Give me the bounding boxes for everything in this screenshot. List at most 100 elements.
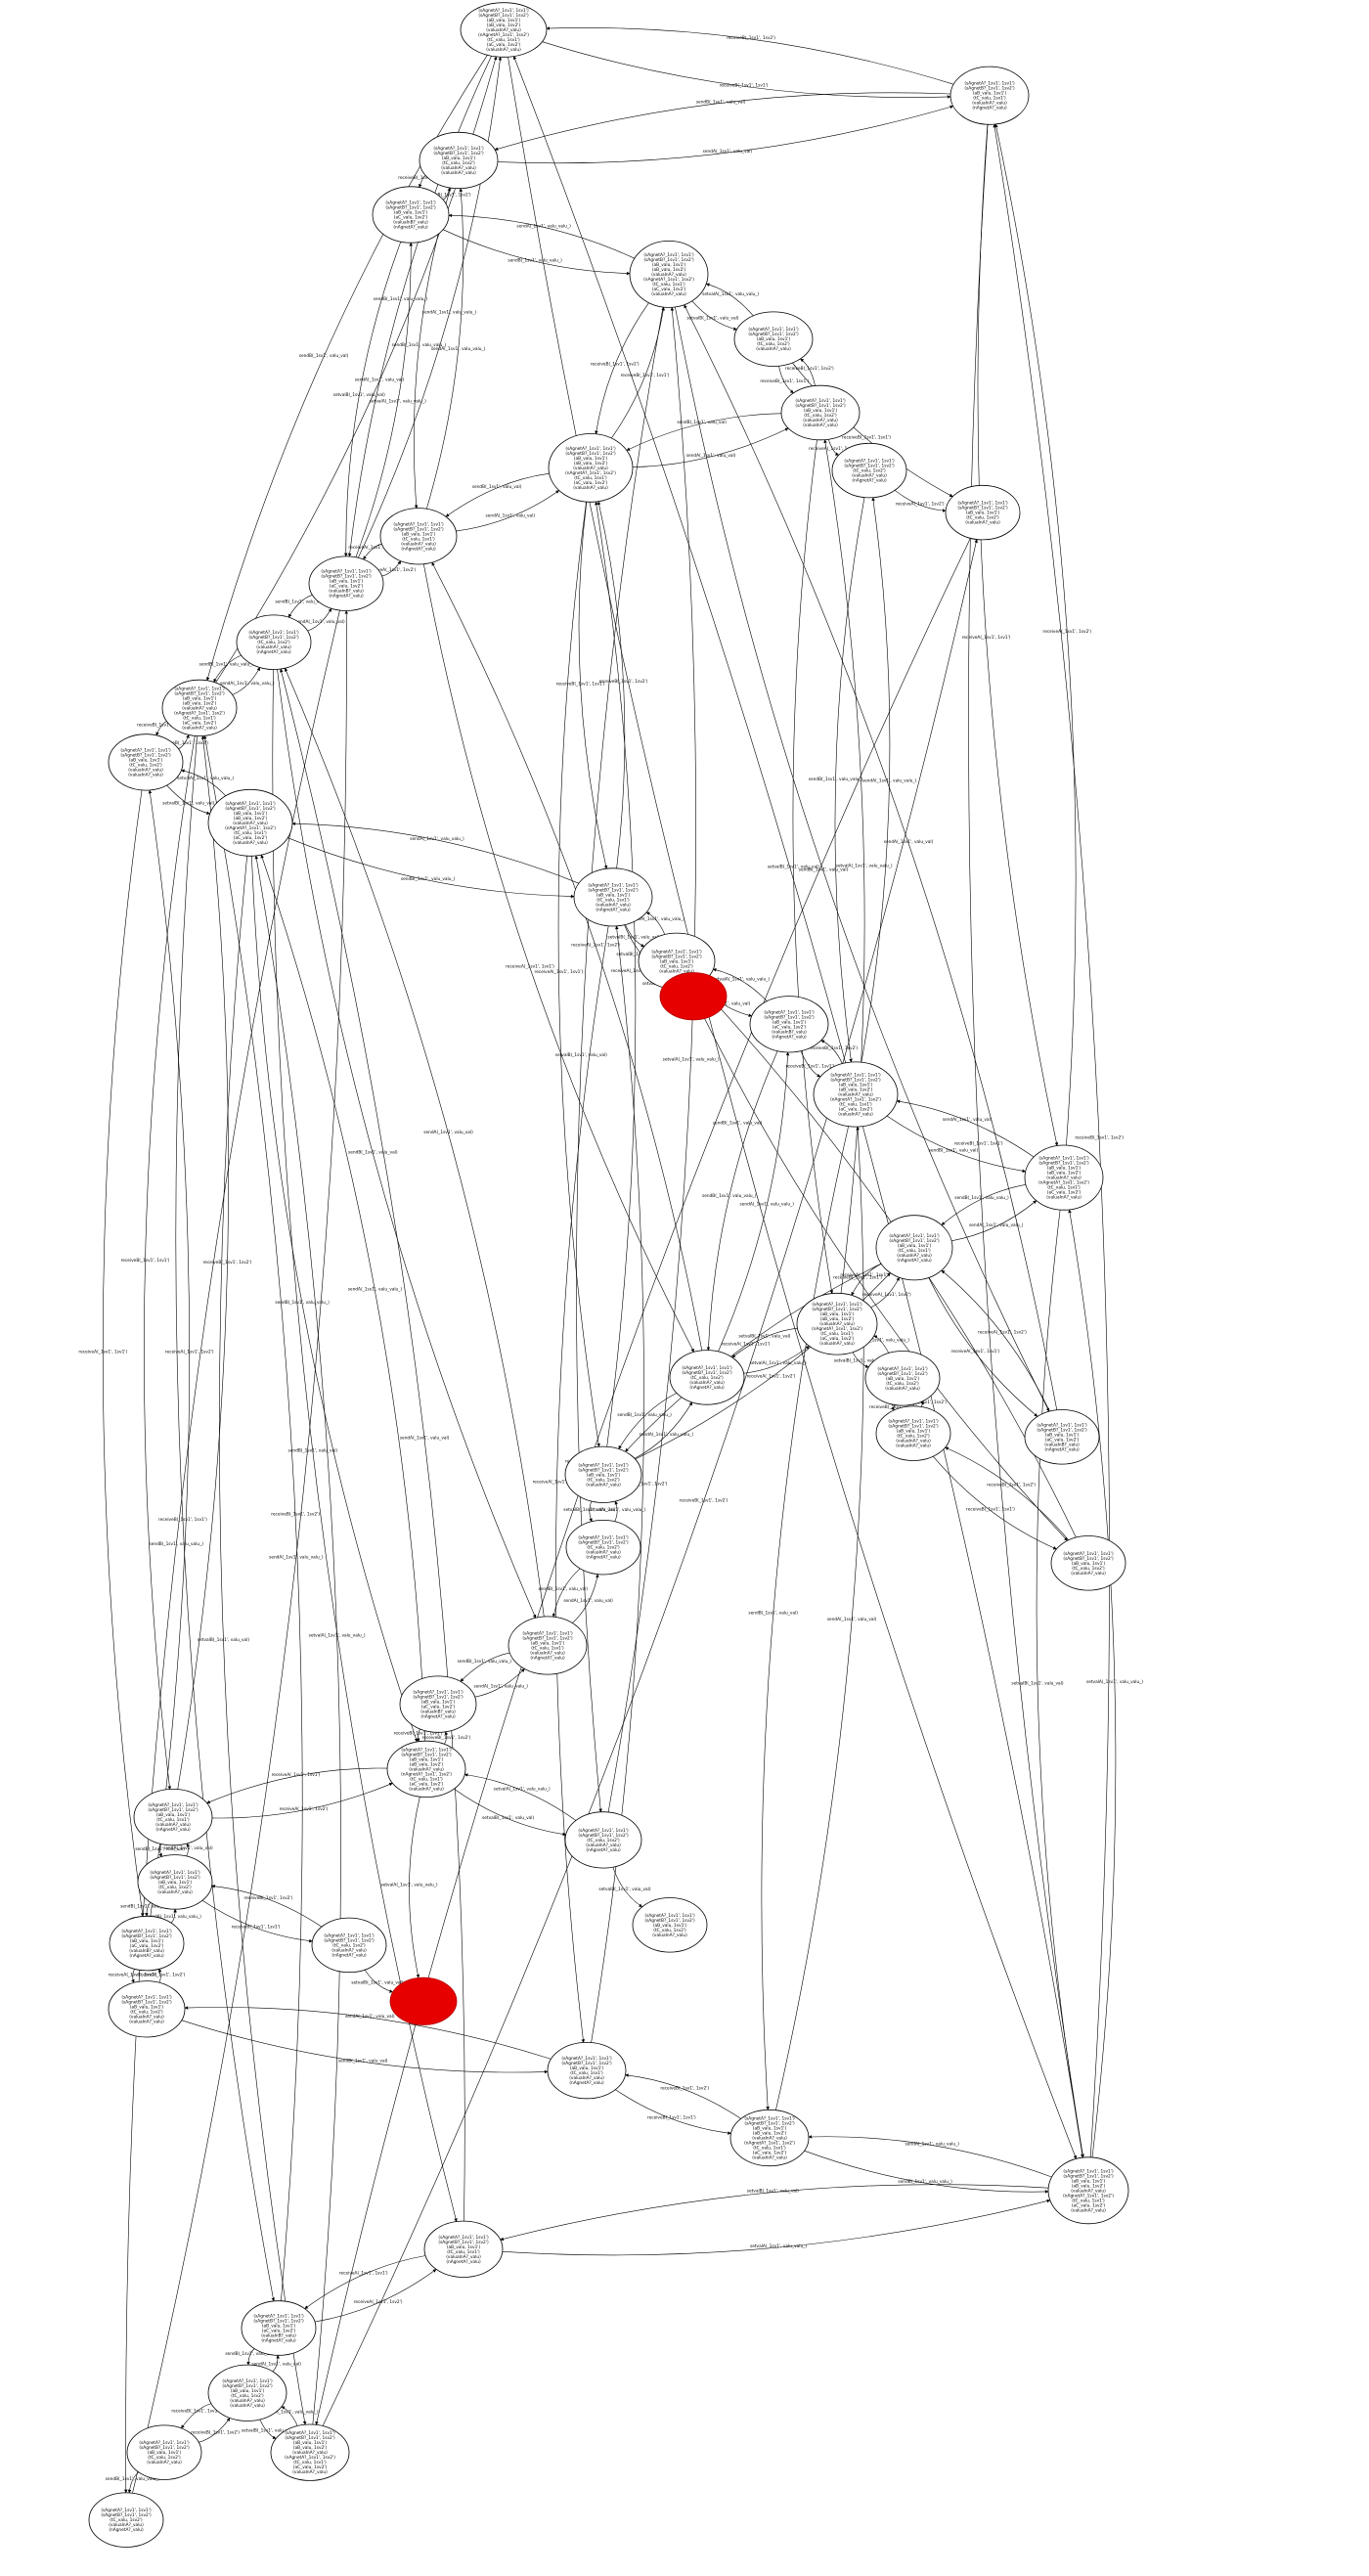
state-text-line: (aC_valu, 1sv2'): [574, 480, 608, 486]
state-text-line: (aB_valu, 1sv2'): [820, 1316, 855, 1322]
transition-edge: [181, 2020, 549, 2074]
state-text-line: (aC_valu, 1sv2'): [421, 1705, 456, 1710]
state-text-line: (valuaInA?_valu): [596, 902, 631, 908]
state-node: (sAgnetA?_1sv1', 1sv1')(sAgnetB?_1sv1', …: [460, 2, 548, 58]
transition-label: sendB(_1sv1', valu_valu_): [149, 1541, 203, 1547]
transition-label: receiveA(_1sv1', 1sv2'): [280, 1806, 329, 1812]
state-text-line: (tC_valu, 1sv1'): [447, 2249, 480, 2255]
state-node: (sAgnetA?_1sv1', 1sv1')(sAgnetB?_1sv1', …: [399, 1675, 477, 1733]
state-text-line: (sAgnetB?_1sv1', 1sv2'): [795, 403, 846, 409]
state-text-line: (valuaInA?_valu): [897, 1253, 932, 1259]
state-text-line: (sAgnetB?_1sv1', 1sv2'): [888, 1424, 939, 1430]
state-text-line: (sAgnetA?_1sv1', 1sv1'): [830, 1073, 881, 1079]
state-node: (sAgnetA?_1sv1', 1sv1')(sAgnetB?_1sv1', …: [629, 240, 709, 308]
state-text-line: (sAgnetB?_1sv1', 1sv2'): [248, 635, 299, 641]
transition-edge: [409, 1797, 420, 1978]
state-text-line: (aB_valu, 1sv2'): [487, 22, 521, 28]
transition-edge: [615, 2089, 731, 2135]
state-text-line: (valuaInB?_valu): [393, 220, 428, 226]
state-text-line: (valuaInA?_valu): [752, 2136, 787, 2142]
highlighted-state-ellipse: [389, 1976, 458, 2025]
transition-label: receiveB(_1sv1', 1sv1'): [398, 175, 447, 181]
state-text-line: (sAgnetB?_1sv1', 1sv2'): [433, 151, 484, 156]
transition-label: receiveB(_1sv1', 1sv1'): [232, 1924, 281, 1930]
state-text-line: (valuaInA?_valu): [803, 418, 838, 423]
state-text-line: (sAgnetB?_1sv1', 1sv2'): [877, 1371, 928, 1377]
transition-edge: [184, 2006, 552, 2060]
state-text-line: (sAgnetB?_1sv1', 1sv2'): [121, 1999, 172, 2005]
state-text-line: (aB_valu, 1sv1'): [574, 456, 608, 462]
state-text-line: (valuaInB?_valu): [420, 1710, 456, 1715]
state-ellipse: [547, 2042, 627, 2100]
state-text-line: (valuaInA?_valu): [803, 422, 838, 428]
transition-label: sendA(_1sv1', valu_val): [486, 513, 536, 519]
state-text-line: (valuaInA?_valu): [1071, 1571, 1106, 1577]
transition-edge: [211, 1884, 323, 1928]
transition-edge: [500, 2184, 1049, 2242]
state-ellipse: [831, 442, 907, 499]
state-text-line: (sAgnetB?_1sv1', 1sv2'): [830, 1078, 881, 1084]
state-text-line: (tC_valu, 1sv1'): [574, 475, 607, 481]
transition-label: sendB(_1sv1', valu_valu_): [392, 342, 447, 348]
transition-label: sendB(_1sv1', valu_valu_): [401, 876, 456, 882]
transition-label: sendA(_1sv1', valu_valu_): [220, 681, 275, 687]
transition-edge: [591, 925, 644, 2043]
state-text-line: (valuaInA?_valu): [885, 1386, 920, 1392]
transition-edge: [625, 2073, 741, 2119]
state-text-line: (sAgnetB?_1sv1', 1sv2'): [321, 574, 372, 580]
transition-label: setvalB(_1sv1', valu_val): [482, 1815, 534, 1821]
transition-edge: [508, 57, 1078, 2159]
state-text-line: (aB_valu, 1sv2'): [753, 2131, 787, 2137]
transition-edge: [416, 1728, 421, 1743]
transition-label: receiveA(_1sv1', 1sv2'): [896, 501, 945, 507]
transition-edge: [851, 1264, 882, 1296]
transition-edge: [595, 302, 649, 435]
transition-label: setvalB(_1sv1', valu_val): [834, 1358, 886, 1364]
state-text-line: (valuaInA?_valu): [756, 346, 791, 352]
transition-edge: [706, 1050, 778, 1351]
state-text-line: (valuaInA?_valu): [586, 1843, 621, 1848]
state-text-line: (nAgnetA?_valu): [329, 594, 364, 600]
transition-label: receiveB(_1sv1', 1sv2'): [680, 1498, 729, 1504]
state-text-line: (aB_valu, 1sv1'): [234, 811, 268, 817]
state-text-line: (sAgnetB?_1sv1', 1sv2'): [324, 1937, 375, 1943]
state-text-line: (aC_valu, 1sv2'): [394, 215, 428, 221]
transition-edge: [131, 1969, 135, 1983]
state-text-line: (tC_valu, 1sv2'): [690, 1375, 724, 1381]
state-text-line: (nAgnetA?_valu): [109, 2527, 144, 2533]
transition-edge: [502, 2198, 1051, 2256]
state-text-line: (sAgnetB?_1sv1', 1sv2'): [1037, 1427, 1087, 1433]
transition-label: sendB(_1sv1', valu_valu_): [809, 777, 863, 782]
transition-edge: [448, 213, 635, 259]
state-text-line: (sAgnetA?_1sv1', 1sv1'): [1038, 1156, 1089, 1162]
state-text-line: (aB_valu, 1sv1'): [447, 2244, 481, 2250]
state-text-line: (sAgnetB?_1sv1', 1sv2'): [964, 86, 1015, 92]
transition-edge: [442, 229, 631, 276]
state-text-line: (sAgnetA?_1sv1', 1sv1'): [433, 146, 484, 152]
state-text-line: (aB_valu, 1sv1'): [973, 91, 1007, 97]
transition-label: setvalB(_1sv1', valu_val): [1011, 1681, 1063, 1687]
transition-edge: [144, 735, 196, 1790]
transition-label: setvalB(_1sv1', valu_val): [598, 1887, 650, 1892]
state-text-line: (nAgnetA?_1sv1', 1sv2'): [744, 2141, 795, 2147]
transition-label: receiveB(_1sv1', 1sv2'): [599, 679, 648, 685]
transition-edge: [1036, 1210, 1084, 2158]
state-text-line: (aB_valu, 1sv1'): [1047, 1166, 1082, 1172]
transition-edge: [712, 968, 768, 1001]
state-node: (sAgnetA?_1sv1', 1sv1')(sAgnetB?_1sv1', …: [109, 1915, 185, 1972]
transition-edge: [894, 490, 947, 512]
transition-label: receiveA(_1sv1', 1sv1'): [78, 1350, 127, 1355]
state-text-line: (sAgnetA?_1sv1', 1sv1'): [588, 882, 639, 888]
state-text-line: (tC_valu, 1sv1'): [1047, 1185, 1081, 1191]
transition-edge: [578, 502, 608, 869]
state-text-line: (sAgnetA?_1sv1', 1sv1'): [385, 200, 436, 206]
state-text-line: (valuaInA?_valu): [965, 520, 1000, 526]
transition-edge: [834, 497, 865, 1063]
state-text-line: (tC_valu, 1sv2'): [231, 2393, 264, 2399]
transition-edge: [444, 1731, 449, 1745]
state-text-line: (aC_valu, 1sv2'): [820, 1336, 855, 1342]
transition-edge: [206, 1767, 388, 1804]
state-text-line: (sAgnetB?_1sv1', 1sv2'): [578, 1467, 629, 1473]
state-node: (sAgnetA?_1sv1', 1sv1')(sAgnetB?_1sv1', …: [108, 1980, 186, 2038]
transition-edge: [280, 668, 465, 2222]
